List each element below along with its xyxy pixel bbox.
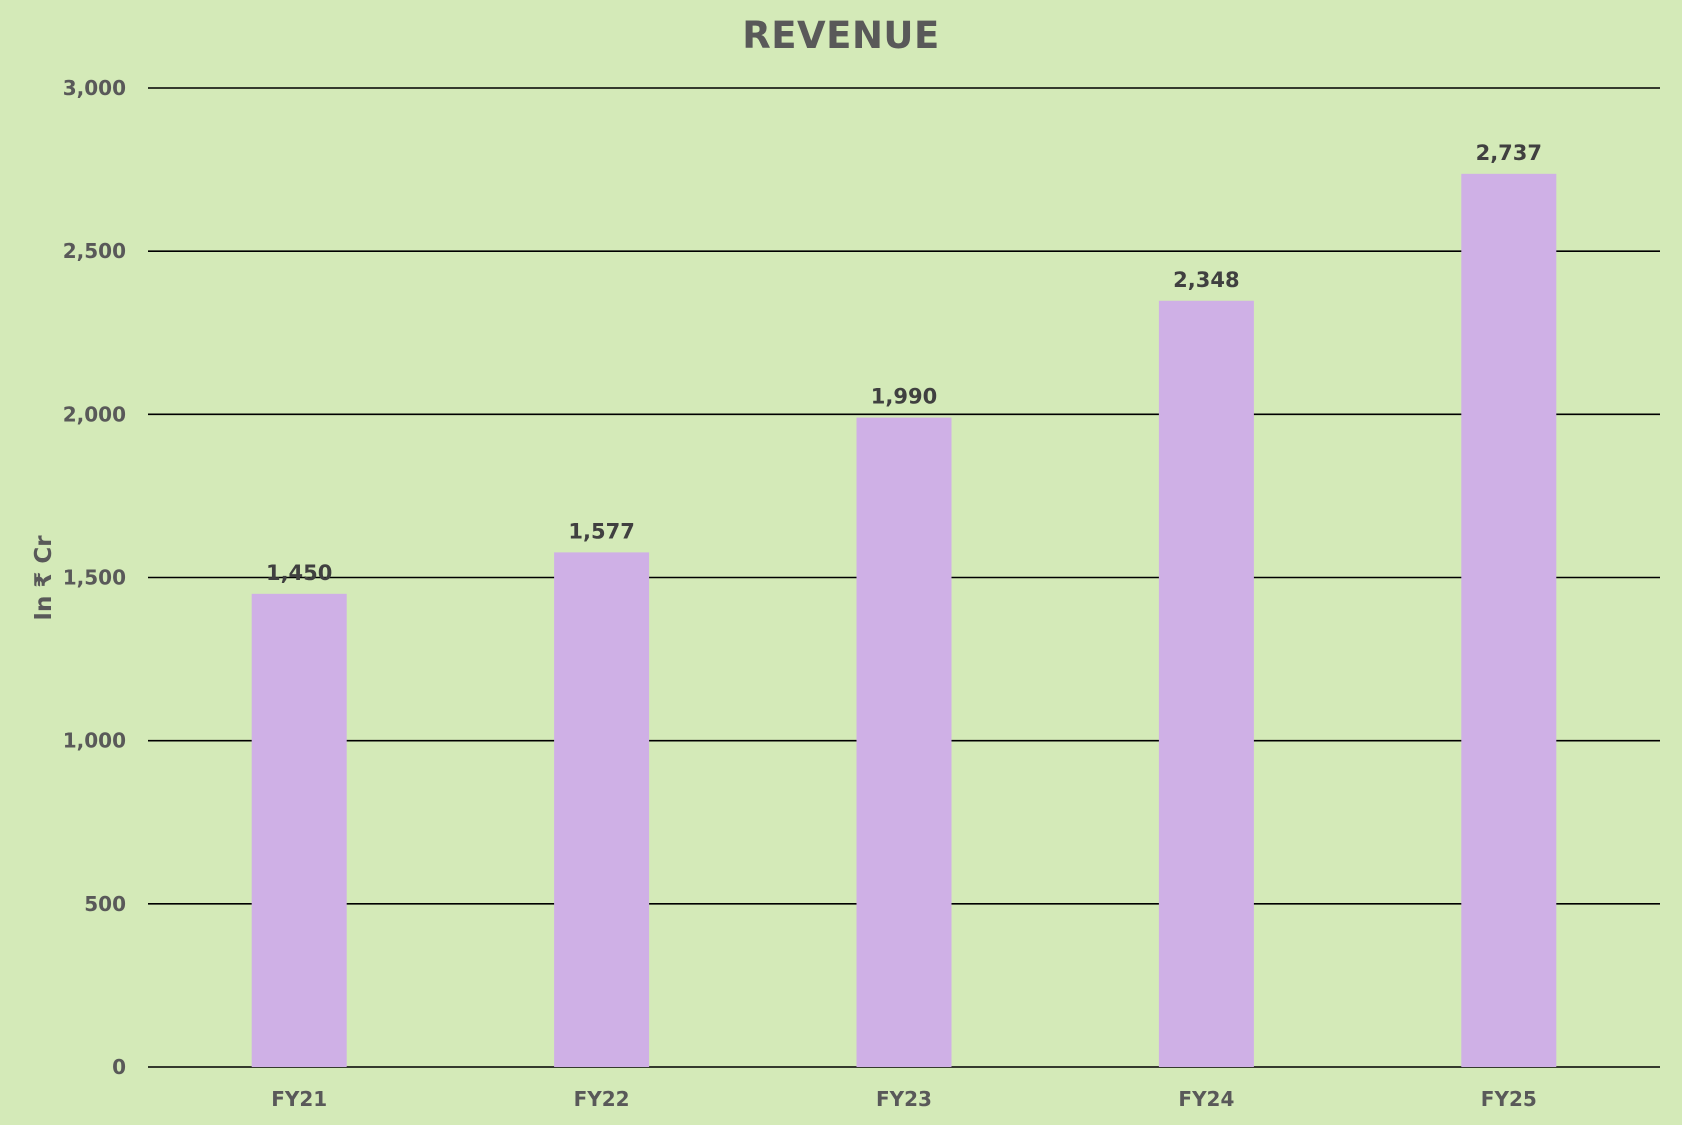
y-tick-label: 500 — [84, 892, 126, 916]
y-tick-label: 3,000 — [63, 76, 126, 100]
y-axis-ticks: 0 500 1,000 1,500 2,000 2,500 3,000 — [63, 76, 126, 1079]
bar-fy22 — [554, 552, 650, 1067]
y-tick-label: 1,500 — [63, 566, 126, 590]
bar-fy23 — [856, 417, 952, 1067]
bar-fy21 — [251, 593, 347, 1067]
chart-title: REVENUE — [742, 14, 940, 57]
x-tick-label: FY22 — [574, 1087, 630, 1111]
bar-fy24 — [1158, 300, 1254, 1067]
y-tick-label: 1,000 — [63, 729, 126, 753]
data-label-fy24: 2,348 — [1173, 268, 1239, 292]
x-axis-ticks: FY21 FY22 FY23 FY24 FY25 — [271, 1087, 1537, 1111]
data-label-fy22: 1,577 — [568, 519, 634, 543]
data-labels: 1,450 1,577 1,990 2,348 2,737 — [266, 141, 1542, 585]
x-tick-label: FY21 — [271, 1087, 327, 1111]
bars — [251, 173, 1557, 1067]
y-tick-label: 2,000 — [63, 402, 126, 426]
data-label-fy23: 1,990 — [871, 385, 937, 409]
y-tick-label: 0 — [112, 1055, 126, 1079]
data-label-fy21: 1,450 — [266, 561, 332, 585]
y-tick-label: 2,500 — [63, 239, 126, 263]
x-tick-label: FY24 — [1178, 1087, 1234, 1111]
x-tick-label: FY25 — [1481, 1087, 1537, 1111]
bar-fy25 — [1461, 173, 1557, 1067]
x-tick-label: FY23 — [876, 1087, 932, 1111]
data-label-fy25: 2,737 — [1476, 141, 1542, 165]
